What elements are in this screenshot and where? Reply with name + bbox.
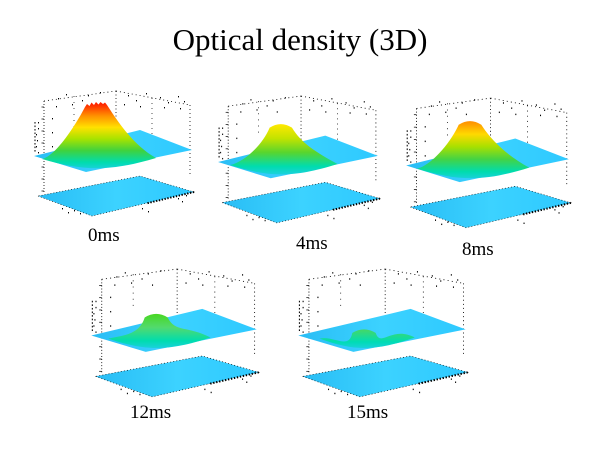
surface-plot-0ms: 0ms <box>28 88 198 246</box>
surface-plot-4ms: 4ms <box>212 93 384 254</box>
z-axis-label-smudge <box>218 127 220 158</box>
tick-label-specks <box>93 270 252 396</box>
tick-label-specks <box>36 92 187 215</box>
contour-projection <box>221 181 382 224</box>
z-axis-label-smudge <box>34 122 36 152</box>
time-label-8ms: 8ms <box>462 239 494 260</box>
axes-frame <box>41 90 191 194</box>
contour-projection <box>94 355 261 398</box>
axes-frame <box>99 268 256 375</box>
plot-canvas-0 <box>34 90 196 217</box>
time-label-15ms: 15ms <box>347 402 389 423</box>
surface-3d <box>298 308 466 352</box>
contour-projection <box>409 185 573 229</box>
surface-3d <box>91 308 257 352</box>
surface-3d <box>406 121 569 183</box>
z-axis-label-smudge <box>91 300 93 332</box>
surface-plot-8ms: 8ms <box>400 95 575 260</box>
time-label-0ms: 0ms <box>88 225 120 246</box>
surface-3d <box>34 102 192 172</box>
slide-title: Optical density (3D) <box>172 22 428 57</box>
plot-canvas-1 <box>218 95 382 224</box>
z-axis-label-smudge <box>406 130 408 161</box>
surface-plot-15ms: 15ms <box>292 266 472 423</box>
time-label-12ms: 12ms <box>130 402 172 423</box>
time-label-4ms: 4ms <box>296 233 328 254</box>
plot-canvas-2 <box>406 97 573 229</box>
contour-projection <box>36 175 196 217</box>
surface-3d <box>218 124 378 179</box>
axes-frame <box>225 95 377 201</box>
tick-label-specks <box>220 97 373 222</box>
tick-label-specks <box>408 99 564 227</box>
plot-canvas-3 <box>91 268 261 398</box>
tick-label-specks <box>300 270 461 396</box>
contour-projection <box>301 355 470 398</box>
z-axis-label-smudge <box>298 300 300 332</box>
surface-plot-12ms: 12ms <box>85 266 263 423</box>
plot-canvas-4 <box>298 268 470 398</box>
